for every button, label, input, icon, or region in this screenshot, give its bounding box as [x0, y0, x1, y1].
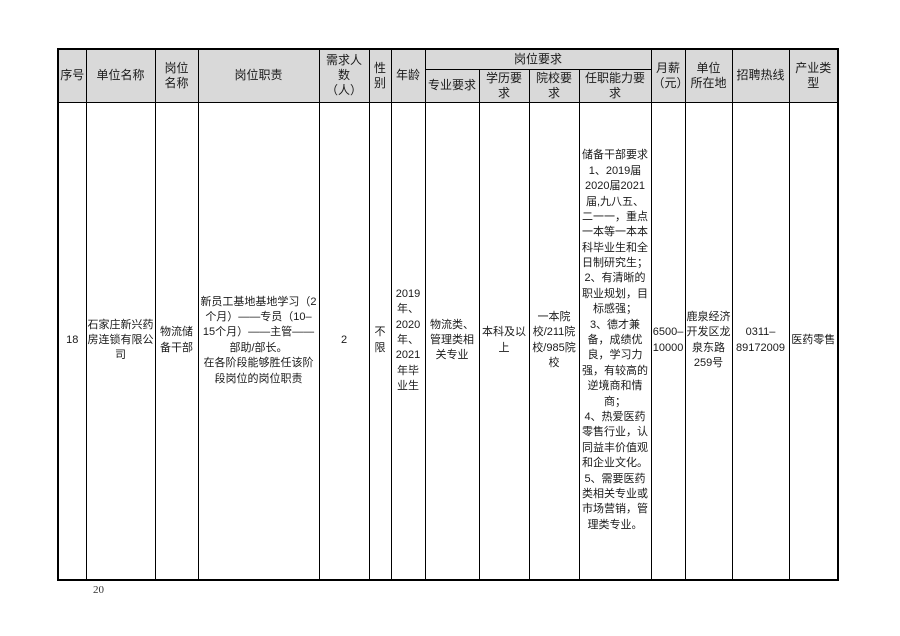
cell-location: 鹿泉经济开发区龙泉东路259号	[684, 101, 733, 581]
cell-position: 物流储备干部	[154, 101, 199, 581]
cell-ability: 储备干部要求 1、2019届2020届2021届,九八五、二一一，重点一本等一本…	[578, 101, 652, 581]
header-company: 单位名称	[85, 48, 156, 103]
header-index: 序号	[57, 48, 87, 103]
cell-gender: 不限	[368, 101, 392, 581]
header-school: 院校要求	[528, 68, 580, 103]
table-row: 18 石家庄新兴药房连锁有限公司 物流储备干部 新员工基地基地学习（2个月）——…	[57, 101, 839, 581]
header-position: 岗位 名称	[154, 48, 199, 103]
cell-age: 2019年、2020年、2021年毕业生	[390, 101, 426, 581]
cell-education: 本科及以上	[478, 101, 530, 581]
cell-hotline: 0311–89172009	[731, 101, 790, 581]
cell-major: 物流类、管理类相关专业	[424, 101, 480, 581]
header-ability: 任职能力要求	[578, 68, 652, 103]
header-salary: 月薪 （元）	[650, 48, 689, 103]
header-major: 专业要求	[424, 68, 480, 103]
header-location: 单位 所在地	[684, 48, 733, 103]
cell-index: 18	[57, 101, 87, 581]
header-duty: 岗位职责	[197, 48, 320, 103]
page-number: 20	[93, 584, 104, 596]
cell-industry: 医药零售	[788, 101, 839, 581]
cell-headcount: 2	[318, 101, 370, 581]
cell-school: 一本院校/211院校/985院校	[528, 101, 580, 581]
header-age: 年龄	[390, 48, 426, 103]
header-education: 学历要求	[478, 68, 530, 103]
cell-duty: 新员工基地基地学习（2个月）——专员（10–15个月）——主管——部助/部长。 …	[197, 101, 320, 581]
job-postings-table: 序号 单位名称 岗位 名称 岗位职责 需求人数 （人） 性 别 年龄 岗位要求 …	[57, 48, 840, 581]
header-hotline: 招聘热线	[731, 48, 790, 103]
header-industry: 产业类型	[788, 48, 839, 103]
header-headcount: 需求人数 （人）	[318, 48, 370, 103]
cell-company: 石家庄新兴药房连锁有限公司	[85, 101, 156, 581]
cell-salary: 6500–10000	[650, 101, 686, 581]
header-requirements-group: 岗位要求	[424, 48, 652, 70]
header-gender: 性 别	[368, 48, 392, 103]
